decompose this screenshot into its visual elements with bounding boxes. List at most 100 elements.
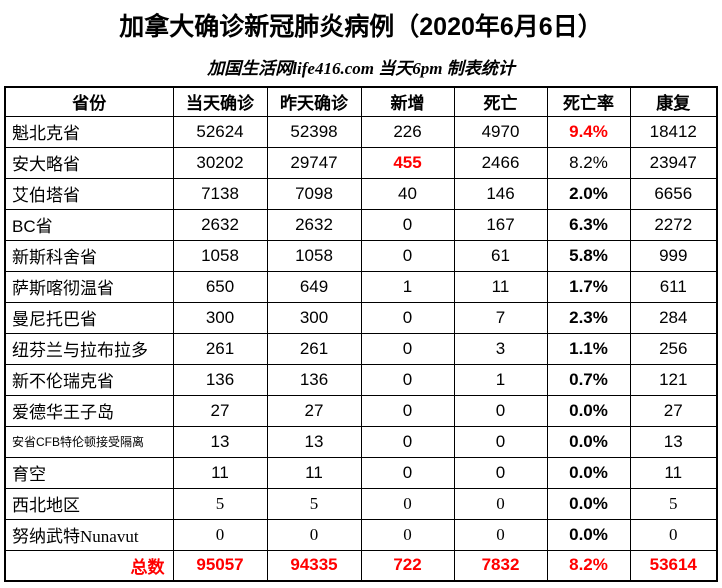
- cell-recovered: 13: [629, 425, 718, 458]
- cell-death-rate: 5.8%: [546, 239, 631, 272]
- cell-new-cases: 0: [360, 425, 455, 458]
- cell-deaths: 1: [453, 363, 548, 396]
- table-row: 萨斯喀彻温省 650 649 1 11 1.7% 611: [4, 270, 718, 303]
- cell-recovered: 0: [629, 518, 718, 551]
- cell-province: 育空: [4, 456, 174, 489]
- cell-yesterday-confirmed: 29747: [266, 146, 362, 179]
- table-row: 纽芬兰与拉布拉多 261 261 0 3 1.1% 256: [4, 332, 718, 365]
- cell-yesterday-confirmed: 7098: [266, 177, 362, 210]
- table-row: 曼尼托巴省 300 300 0 7 2.3% 284: [4, 301, 718, 334]
- cell-total-recovered: 53614: [629, 549, 718, 582]
- cell-death-rate: 2.3%: [546, 301, 631, 334]
- cell-new-cases: 0: [360, 301, 455, 334]
- cell-recovered: 27: [629, 394, 718, 427]
- table-row: 安大略省 30202 29747 455 2466 8.2% 23947: [4, 146, 718, 179]
- cell-yesterday-confirmed: 5: [266, 487, 362, 520]
- cell-yesterday-confirmed: 52398: [266, 115, 362, 148]
- cell-yesterday-confirmed: 13: [266, 425, 362, 458]
- cell-total-new-cases: 722: [360, 549, 455, 582]
- cell-province: 爱德华王子岛: [4, 394, 174, 427]
- cell-yesterday-confirmed: 1058: [266, 239, 362, 272]
- cell-today-confirmed: 650: [172, 270, 268, 303]
- cell-yesterday-confirmed: 649: [266, 270, 362, 303]
- cell-today-confirmed: 52624: [172, 115, 268, 148]
- cell-new-cases: 0: [360, 487, 455, 520]
- cell-recovered: 611: [629, 270, 718, 303]
- cell-new-cases: 0: [360, 208, 455, 241]
- cell-death-rate: 2.0%: [546, 177, 631, 210]
- cell-yesterday-confirmed: 300: [266, 301, 362, 334]
- cell-yesterday-confirmed: 136: [266, 363, 362, 396]
- cell-death-rate: 0.0%: [546, 518, 631, 551]
- column-header-today-confirmed: 当天确诊: [172, 86, 268, 117]
- cell-death-rate: 0.0%: [546, 425, 631, 458]
- cell-today-confirmed: 0: [172, 518, 268, 551]
- cell-today-confirmed: 30202: [172, 146, 268, 179]
- table-row: 新斯科舍省 1058 1058 0 61 5.8% 999: [4, 239, 718, 272]
- table-row: 育空 11 11 0 0 0.0% 11: [4, 456, 718, 489]
- cell-death-rate: 8.2%: [546, 146, 631, 179]
- table-row: 安省CFB特伦顿接受隔离 13 13 0 0 0.0% 13: [4, 425, 718, 458]
- cell-deaths: 146: [453, 177, 548, 210]
- cell-death-rate: 0.0%: [546, 394, 631, 427]
- table-row: 西北地区 5 5 0 0 0.0% 5: [4, 487, 718, 520]
- cell-death-rate: 1.1%: [546, 332, 631, 365]
- cell-deaths: 61: [453, 239, 548, 272]
- cell-today-confirmed: 2632: [172, 208, 268, 241]
- cell-yesterday-confirmed: 11: [266, 456, 362, 489]
- cell-province: 安大略省: [4, 146, 174, 179]
- cell-today-confirmed: 5: [172, 487, 268, 520]
- cell-deaths: 167: [453, 208, 548, 241]
- cell-province: 安省CFB特伦顿接受隔离: [4, 425, 174, 458]
- cell-deaths: 0: [453, 394, 548, 427]
- cell-recovered: 23947: [629, 146, 718, 179]
- cell-province: 努纳武特Nunavut: [4, 518, 174, 551]
- cell-recovered: 5: [629, 487, 718, 520]
- table-row: BC省 2632 2632 0 167 6.3% 2272: [4, 208, 718, 241]
- cell-new-cases: 226: [360, 115, 455, 148]
- cell-total-label: 总数: [4, 549, 174, 582]
- column-header-new-cases: 新增: [360, 86, 455, 117]
- cell-new-cases: 0: [360, 394, 455, 427]
- cell-new-cases: 1: [360, 270, 455, 303]
- cell-province: 新斯科舍省: [4, 239, 174, 272]
- cell-deaths: 7: [453, 301, 548, 334]
- cell-province: 艾伯塔省: [4, 177, 174, 210]
- cell-deaths: 3: [453, 332, 548, 365]
- cell-recovered: 18412: [629, 115, 718, 148]
- table-row: 努纳武特Nunavut 0 0 0 0 0.0% 0: [4, 518, 718, 551]
- cell-today-confirmed: 13: [172, 425, 268, 458]
- cell-new-cases: 40: [360, 177, 455, 210]
- cell-recovered: 2272: [629, 208, 718, 241]
- cell-deaths: 0: [453, 518, 548, 551]
- table-row: 魁北克省 52624 52398 226 4970 9.4% 18412: [4, 115, 718, 148]
- cell-recovered: 284: [629, 301, 718, 334]
- cell-deaths: 0: [453, 425, 548, 458]
- cell-deaths: 2466: [453, 146, 548, 179]
- cell-new-cases: 455: [360, 146, 455, 179]
- cell-deaths: 0: [453, 487, 548, 520]
- column-header-province: 省份: [4, 86, 174, 117]
- cell-province: 魁北克省: [4, 115, 174, 148]
- cell-today-confirmed: 136: [172, 363, 268, 396]
- cell-recovered: 256: [629, 332, 718, 365]
- page-title: 加拿大确诊新冠肺炎病例（2020年6月6日）: [119, 13, 603, 41]
- cell-yesterday-confirmed: 261: [266, 332, 362, 365]
- cell-province: 新不伦瑞克省: [4, 363, 174, 396]
- cell-new-cases: 0: [360, 363, 455, 396]
- cell-yesterday-confirmed: 27: [266, 394, 362, 427]
- cell-recovered: 999: [629, 239, 718, 272]
- header-row: 省份 当天确诊 昨天确诊 新增 死亡 死亡率 康复: [4, 86, 718, 117]
- cell-death-rate: 6.3%: [546, 208, 631, 241]
- cell-new-cases: 0: [360, 239, 455, 272]
- cell-today-confirmed: 27: [172, 394, 268, 427]
- cell-recovered: 121: [629, 363, 718, 396]
- cell-province: 纽芬兰与拉布拉多: [4, 332, 174, 365]
- cell-death-rate: 1.7%: [546, 270, 631, 303]
- cell-province: 西北地区: [4, 487, 174, 520]
- cell-province: BC省: [4, 208, 174, 241]
- cell-yesterday-confirmed: 2632: [266, 208, 362, 241]
- cell-total-yesterday-confirmed: 94335: [266, 549, 362, 582]
- cell-total-deaths: 7832: [453, 549, 548, 582]
